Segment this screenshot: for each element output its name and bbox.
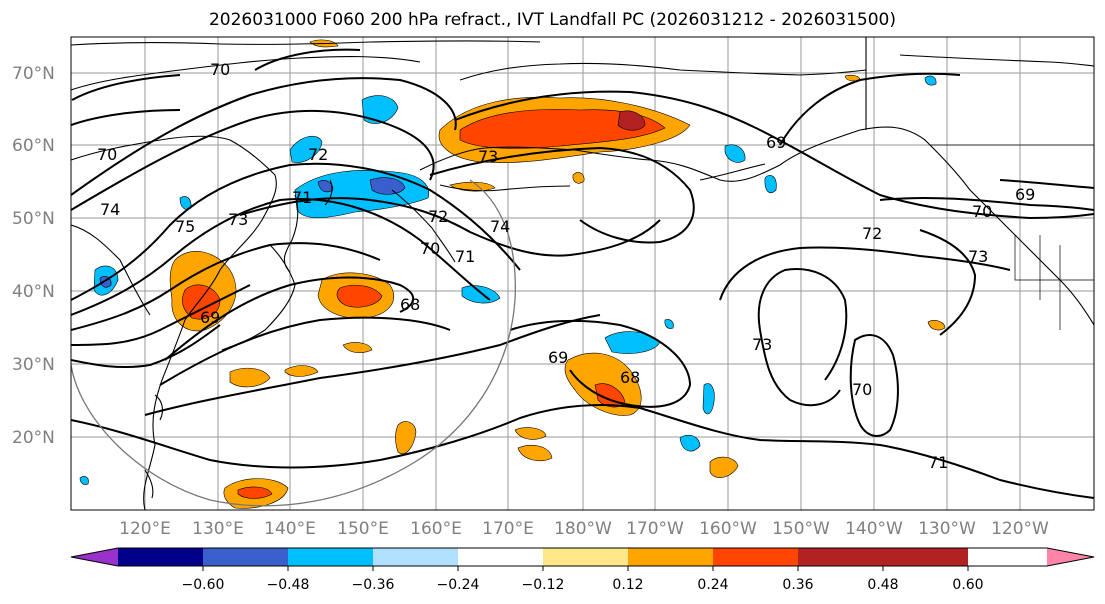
lon-label: 170°W: [626, 519, 684, 539]
longitude-labels: 120°E 130°E 140°E 150°E 160°E 170°E 180°…: [119, 519, 1049, 539]
contour-label: 74: [100, 200, 120, 219]
lat-label-20n: 20°N: [12, 428, 55, 448]
colorbar-tick-label: 0.12: [612, 577, 643, 593]
lon-label: 130°W: [918, 519, 976, 539]
lon-label: 150°W: [772, 519, 830, 539]
contour-label: 72: [308, 145, 328, 164]
colorbar-segment: [883, 548, 968, 566]
contour-label: 69: [548, 348, 568, 367]
contour-label-group: 70 70 74 75 73 72 71 73 72 74 70 71 68 6…: [97, 60, 1035, 472]
colorbar-segment: [203, 548, 288, 566]
colorbar-tick-label: −0.60: [182, 577, 225, 593]
lat-label-40n: 40°N: [12, 282, 55, 302]
colorbar-tick-label: 0.36: [782, 577, 813, 593]
contour-label: 70: [972, 202, 992, 221]
contour-label: 70: [210, 60, 230, 79]
lon-label: 140°W: [845, 519, 903, 539]
colorbar-tick-label: −0.36: [352, 577, 395, 593]
colorbar-tick-label: 0.24: [697, 577, 728, 593]
lon-label: 170°E: [482, 519, 534, 539]
contour-label: 73: [478, 147, 498, 166]
colorbar: −0.60 −0.48 −0.36 −0.24 −0.12 0.12 0.24 …: [70, 547, 1095, 593]
contour-label: 75: [175, 217, 195, 236]
colorbar-tick-label: 0.60: [952, 577, 983, 593]
colorbar-segment: [798, 548, 883, 566]
lon-label: 180°W: [554, 519, 612, 539]
colorbar-tick-label: −0.48: [267, 577, 310, 593]
map-frame: [70, 36, 1095, 511]
colorbar-tick-label: 0.48: [867, 577, 898, 593]
lat-label-30n: 30°N: [12, 355, 55, 375]
latitude-labels: 70°N 60°N 50°N 40°N 30°N 20°N: [12, 64, 55, 448]
lat-label-50n: 50°N: [12, 209, 55, 229]
map-title: 2026031000 F060 200 hPa refract., IVT La…: [208, 10, 896, 30]
colorbar-segment: [118, 548, 203, 566]
lat-label-70n: 70°N: [12, 64, 55, 84]
refractivity-contours: [71, 48, 1094, 499]
coastlines: [71, 37, 1094, 510]
colorbar-segment: [543, 548, 628, 566]
colorbar-segment: [288, 548, 373, 566]
lat-label-60n: 60°N: [12, 136, 55, 156]
lon-label: 150°E: [337, 519, 389, 539]
contour-label: 69: [200, 308, 220, 327]
contour-label: 73: [968, 247, 988, 266]
colorbar-tick-label: −0.12: [522, 577, 565, 593]
contour-label: 70: [852, 380, 872, 399]
lon-label: 130°E: [192, 519, 244, 539]
contour-label: 71: [928, 453, 948, 472]
contour-label: 71: [455, 247, 475, 266]
contour-label: 71: [292, 188, 312, 207]
colorbar-extend-left: [71, 548, 118, 566]
colorbar-tick-label: −0.24: [437, 577, 480, 593]
lon-label: 120°E: [119, 519, 171, 539]
map-panel: 70 70 74 75 73 72 71 73 72 74 70 71 68 6…: [71, 37, 1094, 510]
colorbar-segment: [373, 548, 458, 566]
contour-label: 72: [428, 207, 448, 226]
colorbar-extend-right: [1047, 548, 1094, 566]
contour-label: 72: [862, 224, 882, 243]
lon-label: 160°W: [699, 519, 757, 539]
contour-label: 69: [766, 133, 786, 152]
colorbar-segment: [628, 548, 713, 566]
lon-label: 160°E: [410, 519, 462, 539]
contour-label: 73: [752, 335, 772, 354]
colorbar-segment: [458, 548, 543, 566]
lon-label: 120°W: [991, 519, 1049, 539]
contour-label: 73: [228, 210, 248, 229]
great-circle-outline: [71, 179, 516, 507]
contour-label: 74: [490, 217, 510, 236]
contour-label: 70: [420, 239, 440, 258]
contour-label: 69: [1015, 185, 1035, 204]
contour-label: 70: [97, 145, 117, 164]
lon-label: 140°E: [264, 519, 316, 539]
contour-label: 68: [400, 295, 420, 314]
negative-anomaly-shading: [79, 75, 937, 485]
contour-label: 68: [620, 368, 640, 387]
colorbar-segment: [713, 548, 798, 566]
